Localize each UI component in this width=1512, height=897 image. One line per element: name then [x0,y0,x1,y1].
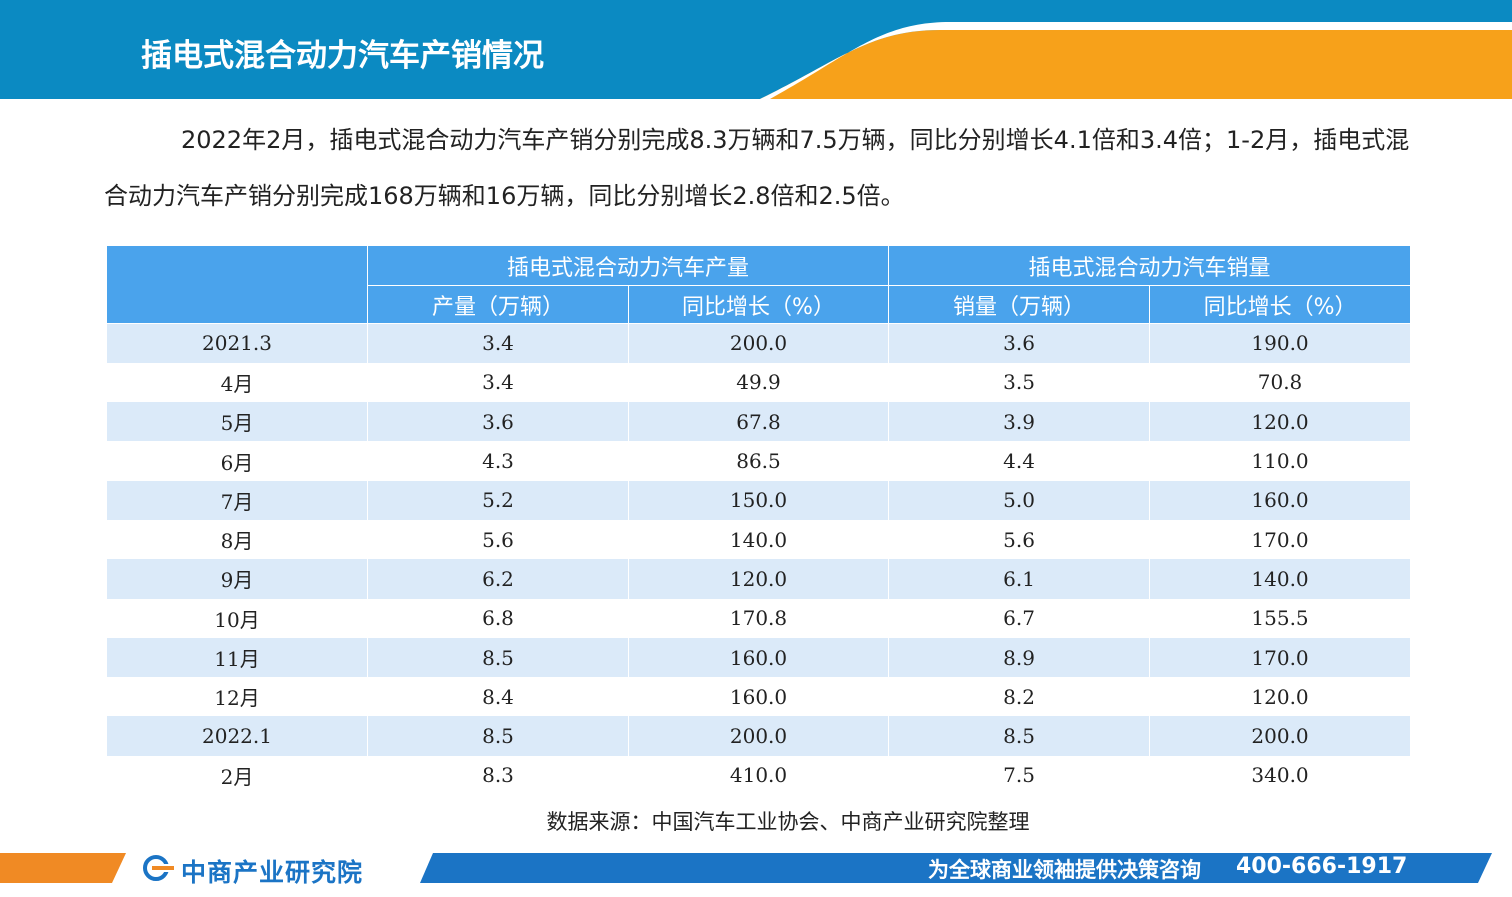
source-note: 数据来源：中国汽车工业协会、中商产业研究院整理 [546,810,1030,834]
header-production: 产量（万辆） [367,285,629,324]
table-row: 9月 6.2 120.0 6.1 140.0 [106,559,1412,599]
cell-sales-yoy: 120.0 [1149,402,1412,442]
cell-sales-yoy: 140.0 [1149,559,1412,599]
footer-shape [0,853,1492,883]
cell-period: 2月 [106,755,368,796]
cell-sales-yoy: 170.0 [1149,519,1412,560]
cell-production-yoy: 410.0 [627,755,890,796]
footer-slogan: 为全球商业领袖提供决策咨询 [928,858,1201,882]
cell-sales-yoy: 110.0 [1149,441,1412,481]
cell-sales-yoy: 200.0 [1149,716,1412,756]
header-sales-yoy: 同比增长（%） [1149,285,1412,324]
cell-sales: 4.4 [888,441,1151,481]
table-row: 2月 8.3 410.0 7.5 340.0 [106,755,1412,796]
cell-sales: 5.6 [888,519,1151,560]
table-body: 2021.3 3.4 200.0 3.6 190.0 4月 3.4 49.9 3.5 70.8 5月… [106,323,1412,796]
cell-sales: 8.2 [888,677,1151,717]
cell-production: 3.4 [367,362,629,403]
cell-production: 6.2 [367,559,629,599]
cell-production-yoy: 86.5 [627,441,890,481]
table-row: 4月 3.4 49.9 3.5 70.8 [106,362,1412,403]
cell-production: 3.4 [367,323,629,363]
table-row: 7月 5.2 150.0 5.0 160.0 [106,480,1412,520]
logo-text: 中商产业研究院 [181,858,364,887]
cell-production-yoy: 200.0 [627,716,890,756]
cell-sales: 8.5 [888,716,1151,756]
cell-sales: 7.5 [888,755,1151,796]
cell-production-yoy: 200.0 [627,323,890,363]
header-shape [0,0,1512,99]
cell-sales-yoy: 160.0 [1149,480,1412,520]
logo-icon [143,855,175,881]
cell-sales-yoy: 170.0 [1149,637,1412,678]
cell-production-yoy: 170.8 [627,598,890,638]
data-table: 插电式混合动力汽车产量 插电式混合动力汽车销量 产量（万辆） 同比增长（%） 销… [106,245,1412,796]
table-row: 8月 5.6 140.0 5.6 170.0 [106,519,1412,560]
header-production-group: 插电式混合动力汽车产量 [366,245,890,286]
cell-period: 8月 [106,519,368,560]
cell-period: 10月 [106,598,368,638]
table-row: 10月 6.8 170.8 6.7 155.5 [106,598,1412,638]
cell-production-yoy: 150.0 [627,480,890,520]
cell-production: 8.4 [367,677,629,717]
table-row: 2022.1 8.5 200.0 8.5 200.0 [106,716,1412,756]
cell-sales: 3.9 [888,402,1151,442]
header-sales: 销量（万辆） [888,285,1151,324]
footer-phone: 400-666-1917 [1236,854,1408,879]
header-production-yoy: 同比增长（%） [627,285,890,324]
table-row: 11月 8.5 160.0 8.9 170.0 [106,637,1412,678]
cell-period: 4月 [106,362,368,403]
cell-sales: 6.7 [888,598,1151,638]
cell-production-yoy: 140.0 [627,519,890,560]
cell-period: 5月 [106,402,368,442]
cell-sales: 5.0 [888,480,1151,520]
cell-production-yoy: 120.0 [627,559,890,599]
cell-production-yoy: 49.9 [627,362,890,403]
cell-production: 4.3 [367,441,629,481]
cell-production-yoy: 160.0 [627,637,890,678]
cell-period: 7月 [106,480,368,520]
table-row: 2021.3 3.4 200.0 3.6 190.0 [106,323,1412,363]
table-row: 6月 4.3 86.5 4.4 110.0 [106,441,1412,481]
intro-paragraph: 2022年2月，插电式混合动力汽车产销分别完成8.3万辆和7.5万辆，同比分别增… [104,126,1410,210]
cell-production: 5.2 [367,480,629,520]
cell-production: 8.3 [367,755,629,796]
header-corner [106,245,368,324]
cell-period: 2022.1 [106,716,368,756]
table-row: 12月 8.4 160.0 8.2 120.0 [106,677,1412,717]
cell-production: 8.5 [367,716,629,756]
cell-sales: 3.6 [888,323,1151,363]
cell-production-yoy: 160.0 [627,677,890,717]
cell-sales-yoy: 155.5 [1149,598,1412,638]
footer-bar [0,853,1512,883]
table-row: 5月 3.6 67.8 3.9 120.0 [106,402,1412,442]
cell-period: 2021.3 [106,323,368,363]
cell-production-yoy: 67.8 [627,402,890,442]
cell-period: 12月 [106,677,368,717]
cell-production: 8.5 [367,637,629,678]
cell-sales-yoy: 190.0 [1149,323,1412,363]
cell-sales-yoy: 340.0 [1149,755,1412,796]
cell-sales: 3.5 [888,362,1151,403]
cell-period: 9月 [106,559,368,599]
cell-period: 6月 [106,441,368,481]
cell-sales: 8.9 [888,637,1151,678]
cell-production: 3.6 [367,402,629,442]
header-sales-group: 插电式混合动力汽车销量 [888,245,1412,286]
cell-period: 11月 [106,637,368,678]
page-title: 插电式混合动力汽车产销情况 [141,38,544,74]
cell-sales: 6.1 [888,559,1151,599]
cell-production: 5.6 [367,519,629,560]
header-banner [0,0,1512,99]
cell-sales-yoy: 70.8 [1149,362,1412,403]
cell-sales-yoy: 120.0 [1149,677,1412,717]
cell-production: 6.8 [367,598,629,638]
